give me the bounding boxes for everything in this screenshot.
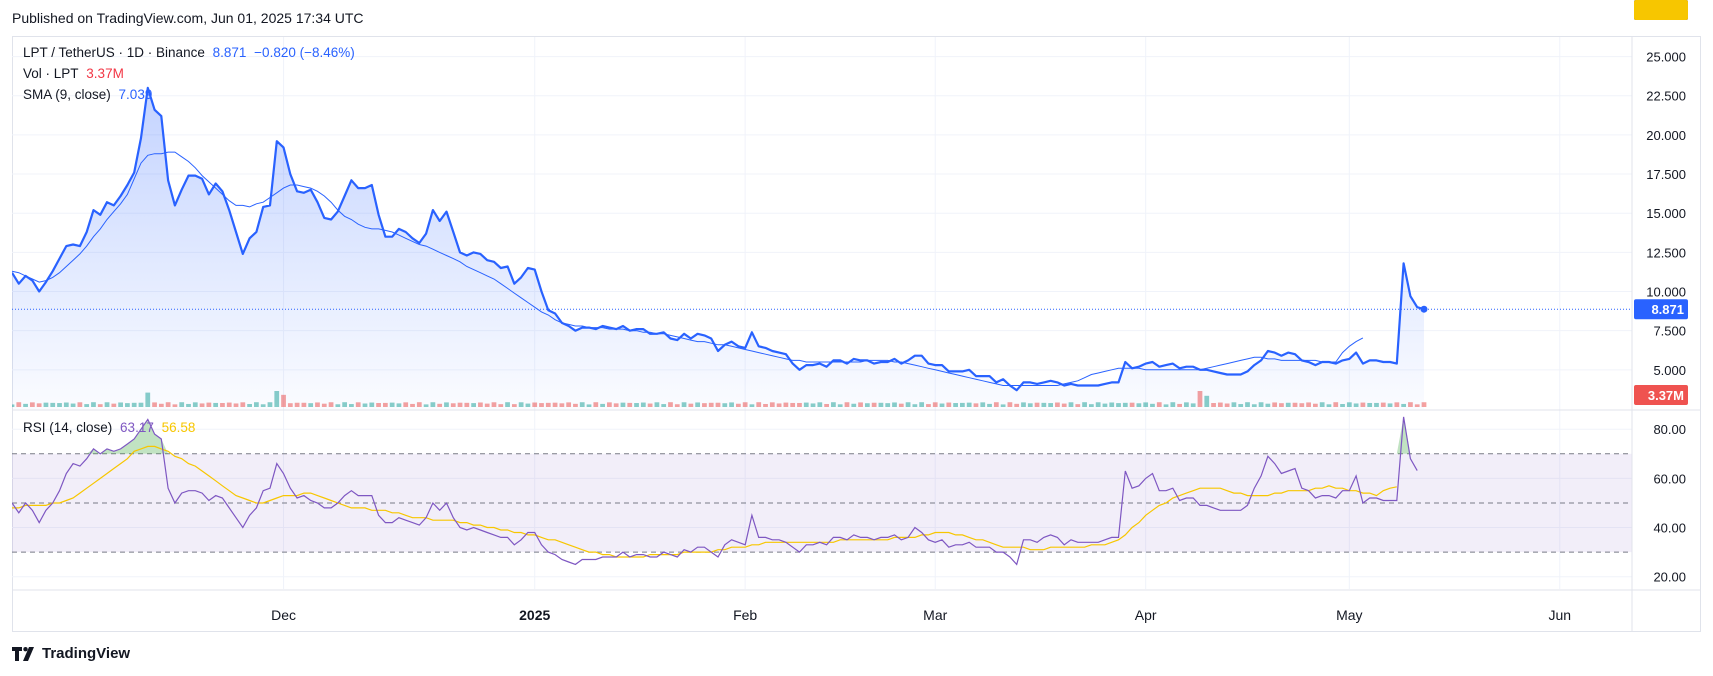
sma-line bbox=[12, 151, 1364, 386]
price-change: −0.820 (−8.46%) bbox=[254, 45, 355, 60]
price-axis-tick: 22.500 bbox=[1646, 89, 1686, 104]
published-header: Published on TradingView.com, Jun 01, 20… bbox=[12, 10, 364, 26]
volume-badge: 3.37M bbox=[1634, 385, 1688, 405]
rsi-value: 63.17 bbox=[120, 420, 154, 435]
time-axis-tick: Dec bbox=[271, 607, 296, 623]
sma-value: 7.039 bbox=[118, 87, 153, 102]
sma-label[interactable]: SMA (9, close) bbox=[23, 87, 111, 102]
time-axis-tick: 2025 bbox=[519, 607, 550, 623]
rsi-label[interactable]: RSI (14, close) bbox=[23, 420, 113, 435]
rsi-ma-line bbox=[12, 445, 1397, 558]
last-price-badge-bg bbox=[1634, 299, 1688, 320]
time-axis-tick: May bbox=[1336, 607, 1362, 623]
price-pane bbox=[12, 86, 1632, 409]
volume-badge-bg bbox=[1634, 385, 1688, 405]
legend-rsi-row: RSI (14, close) 63.17 56.58 bbox=[23, 420, 199, 435]
rsi-ma-value: 56.58 bbox=[161, 420, 196, 435]
rsi-pane bbox=[12, 416, 1632, 566]
rsi-axis-tick: 60.00 bbox=[1653, 471, 1686, 486]
footer-brand[interactable]: TradingView bbox=[12, 645, 130, 662]
last-price-dot bbox=[1420, 305, 1428, 313]
price-axis-tick: 15.000 bbox=[1646, 206, 1686, 221]
rsi-ma-badge-bg bbox=[1634, 0, 1688, 20]
axes: 25.000 22.500 20.000 17.500 15.000 12.500 10.0… bbox=[271, 0, 1688, 623]
time-axis-tick: Feb bbox=[733, 607, 757, 623]
rsi-axis-tick: 80.00 bbox=[1653, 422, 1686, 437]
price-axis-tick: 17.500 bbox=[1646, 167, 1686, 182]
price-value: 8.871 bbox=[212, 45, 247, 60]
time-axis-tick: Mar bbox=[923, 607, 947, 623]
rsi-ma-badge: 56.58 bbox=[1634, 0, 1688, 20]
last-price-badge-text: 8.871 bbox=[1651, 302, 1684, 317]
last-price-badge: 8.871 bbox=[1634, 299, 1688, 320]
time-axis-tick: Jun bbox=[1548, 607, 1571, 623]
price-area bbox=[12, 87, 1424, 409]
volume-value: 3.37M bbox=[86, 66, 124, 81]
price-axis-tick: 12.500 bbox=[1646, 245, 1686, 260]
footer-brand-label: TradingView bbox=[42, 645, 131, 662]
symbol-label[interactable]: LPT / TetherUS · 1D · Binance bbox=[23, 45, 205, 60]
price-axis-tick: 10.000 bbox=[1646, 285, 1686, 300]
price-axis-tick: 7.500 bbox=[1653, 324, 1686, 339]
volume-badge-text: 3.37M bbox=[1648, 388, 1684, 403]
price-axis-tick: 25.000 bbox=[1646, 50, 1686, 65]
price-axis-tick: 20.000 bbox=[1646, 128, 1686, 143]
rsi-ma-badge-text: 56.58 bbox=[1651, 0, 1684, 3]
rsi-line bbox=[12, 416, 1418, 566]
legend-volume-row: Vol · LPT 3.37M bbox=[23, 66, 128, 81]
price-axis-tick: 5.000 bbox=[1653, 363, 1686, 378]
price-line bbox=[12, 86, 1425, 392]
tradingview-logo-icon bbox=[12, 646, 34, 661]
rsi-axis-tick: 40.00 bbox=[1653, 521, 1686, 536]
legend-symbol-row: LPT / TetherUS · 1D · Binance 8.871 −0.8… bbox=[23, 45, 359, 60]
rsi-overbought-fill bbox=[12, 416, 1424, 454]
volume-label[interactable]: Vol · LPT bbox=[23, 66, 79, 81]
rsi-axis-tick: 20.00 bbox=[1653, 570, 1686, 585]
time-axis-tick: Apr bbox=[1135, 607, 1157, 623]
legend-sma-row: SMA (9, close) 7.039 bbox=[23, 87, 156, 102]
